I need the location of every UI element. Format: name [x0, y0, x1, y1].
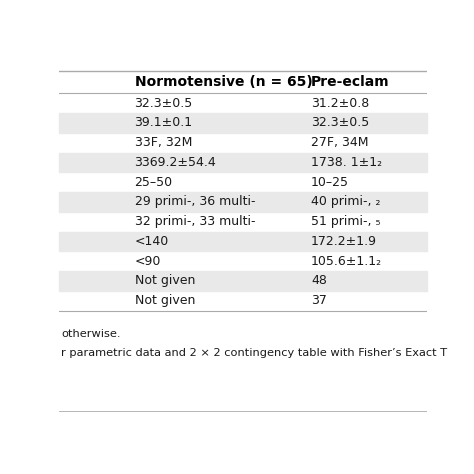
Text: Not given: Not given [135, 294, 195, 307]
Text: Not given: Not given [135, 274, 195, 287]
Text: 40 primi-, ₂: 40 primi-, ₂ [311, 195, 380, 209]
Text: 31.2±0.8: 31.2±0.8 [311, 97, 369, 110]
Text: 32.3±0.5: 32.3±0.5 [311, 117, 369, 129]
Bar [59, 271, 427, 291]
Text: 105.6±1.1₂: 105.6±1.1₂ [311, 255, 382, 268]
Text: 39.1±0.1: 39.1±0.1 [135, 117, 193, 129]
Text: <140: <140 [135, 235, 169, 248]
Text: 37: 37 [311, 294, 327, 307]
Text: 51 primi-, ₅: 51 primi-, ₅ [311, 215, 380, 228]
Text: 25–50: 25–50 [135, 176, 173, 189]
Text: 32.3±0.5: 32.3±0.5 [135, 97, 193, 110]
Text: 32 primi-, 33 multi-: 32 primi-, 33 multi- [135, 215, 255, 228]
Bar [59, 192, 427, 212]
Text: 172.2±1.9: 172.2±1.9 [311, 235, 377, 248]
Text: otherwise.: otherwise. [61, 329, 120, 339]
Text: <90: <90 [135, 255, 161, 268]
Text: 48: 48 [311, 274, 327, 287]
Text: 3369.2±54.4: 3369.2±54.4 [135, 156, 216, 169]
Text: 10–25: 10–25 [311, 176, 349, 189]
Bar [59, 232, 427, 251]
Bar [59, 113, 427, 133]
Text: Pre-eclam: Pre-eclam [311, 75, 390, 90]
Text: Normotensive (n = 65): Normotensive (n = 65) [135, 75, 312, 90]
Text: r parametric data and 2 × 2 contingency table with Fisher’s Exact T: r parametric data and 2 × 2 contingency … [61, 347, 447, 357]
Text: 29 primi-, 36 multi-: 29 primi-, 36 multi- [135, 195, 255, 209]
Text: 27F, 34M: 27F, 34M [311, 136, 368, 149]
Text: 33F, 32M: 33F, 32M [135, 136, 192, 149]
Bar [59, 153, 427, 173]
Text: 1738. 1±1₂: 1738. 1±1₂ [311, 156, 382, 169]
